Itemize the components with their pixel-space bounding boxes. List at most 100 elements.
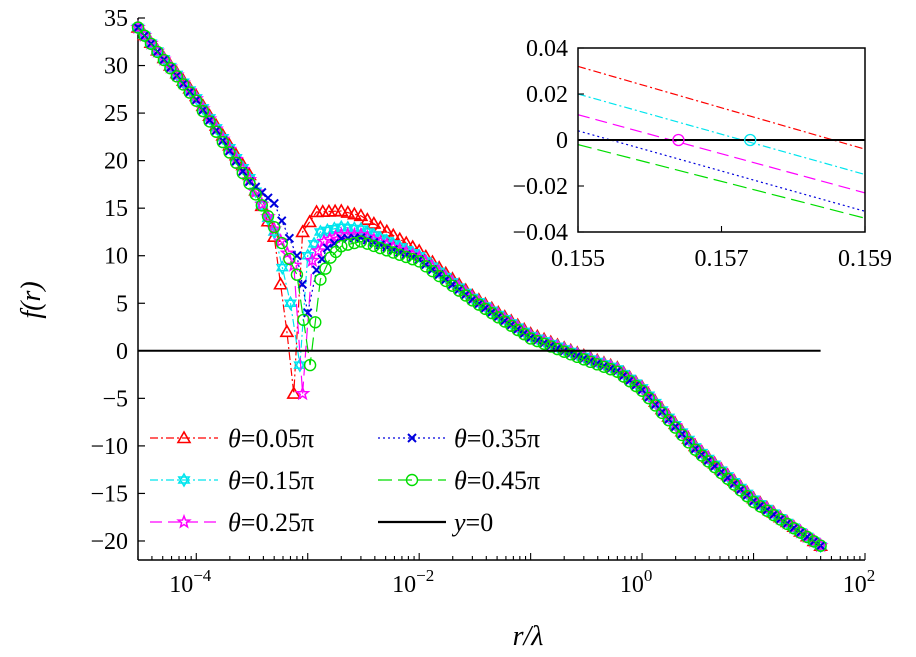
legend-item: θ=0.35π <box>378 424 540 453</box>
data-point <box>760 504 774 517</box>
data-point <box>216 135 230 149</box>
data-point <box>400 250 413 264</box>
data-point <box>669 421 682 434</box>
data-point <box>780 517 794 531</box>
data-point <box>617 370 630 383</box>
data-point <box>130 19 146 35</box>
data-point-part <box>255 197 269 209</box>
inset-zero-crossing <box>744 133 757 147</box>
y-tick-label: 0 <box>116 339 128 365</box>
data-point <box>303 308 313 318</box>
data-point-part <box>283 299 297 311</box>
data-point <box>303 358 317 372</box>
inset-series-group <box>578 65 865 219</box>
data-point <box>498 315 511 328</box>
data-point <box>275 260 289 276</box>
data-point <box>405 473 419 487</box>
data-point <box>319 262 332 275</box>
y-axis-label: f(r) <box>16 281 47 318</box>
data-point <box>266 220 282 236</box>
x-axis-label: r/λ <box>513 621 544 652</box>
data-point <box>815 541 826 551</box>
data-point <box>131 21 145 34</box>
data-point <box>682 436 695 449</box>
data-point <box>584 355 597 369</box>
data-point <box>309 316 322 329</box>
x-tick-label: 102 <box>843 566 876 598</box>
inset-zero-crossing <box>672 133 685 147</box>
legend-item: θ=0.05π <box>150 424 314 453</box>
x-tick-label: 100 <box>620 566 653 598</box>
legend-symbol: y <box>451 508 466 537</box>
data-point <box>512 324 523 334</box>
data-point <box>361 237 374 250</box>
legend-item: y=0 <box>378 508 493 537</box>
data-point <box>190 94 203 107</box>
data-point-part <box>307 236 321 248</box>
data-point <box>492 311 505 324</box>
data-point <box>249 188 262 201</box>
data-point <box>164 61 177 75</box>
data-point <box>273 276 288 290</box>
y-tick-label: 10 <box>104 244 128 270</box>
data-point <box>203 115 216 128</box>
data-point-part <box>360 224 374 236</box>
x-tick-exponent: −4 <box>193 566 212 585</box>
data-point <box>479 302 492 316</box>
y-tick-label: 20 <box>104 149 128 175</box>
data-point <box>157 53 171 67</box>
data-point <box>623 375 636 388</box>
inset-y-tick-label: 0 <box>556 128 568 154</box>
legend-symbol: θ <box>228 466 241 495</box>
data-point <box>229 156 243 169</box>
data-point <box>297 313 310 327</box>
data-point <box>747 495 760 509</box>
inset-y-tick-label: 0.04 <box>526 36 568 62</box>
legend-label: θ=0.05π <box>228 424 314 453</box>
data-point <box>611 365 624 378</box>
data-point-part <box>301 251 315 264</box>
data-point-part <box>177 476 191 488</box>
data-point <box>266 229 282 243</box>
data-point <box>801 530 814 544</box>
data-point <box>604 363 617 376</box>
legend-symbol: θ <box>228 424 241 453</box>
data-point-part <box>283 295 297 308</box>
data-point <box>176 430 192 444</box>
data-point <box>787 522 801 535</box>
data-point <box>367 239 381 253</box>
data-point <box>675 428 689 442</box>
data-point <box>283 295 297 311</box>
data-point <box>297 279 308 289</box>
y-tick-label: −5 <box>102 386 128 412</box>
data-point <box>591 358 604 371</box>
data-point <box>577 353 591 366</box>
data-point <box>322 231 338 246</box>
data-point <box>635 384 649 397</box>
data-point <box>223 146 236 159</box>
inset-x-tick-label: 0.155 <box>551 246 605 272</box>
inset-y-tick-label: 0.02 <box>526 82 568 108</box>
data-point <box>794 526 807 539</box>
data-point <box>283 252 296 266</box>
data-point-part <box>380 233 394 245</box>
y-tick-label: −20 <box>90 529 128 555</box>
legend-value: =0.25π <box>241 508 314 537</box>
data-point <box>374 241 387 255</box>
data-point <box>286 385 302 399</box>
y-tick-label: 35 <box>104 6 128 32</box>
data-point-part <box>293 357 307 369</box>
data-point <box>304 252 321 268</box>
data-point <box>767 508 780 522</box>
data-point <box>177 78 190 91</box>
data-point <box>629 379 643 393</box>
data-point <box>537 337 551 350</box>
data-point <box>177 472 191 488</box>
data-point <box>340 205 356 218</box>
data-point <box>807 535 821 548</box>
x-tick-exponent: 2 <box>867 566 876 585</box>
data-point <box>348 236 361 250</box>
